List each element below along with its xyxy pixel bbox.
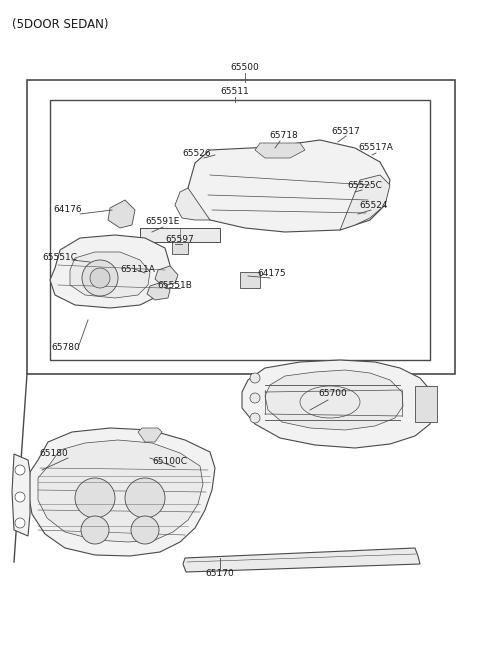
Polygon shape bbox=[147, 282, 170, 300]
Polygon shape bbox=[108, 200, 135, 228]
Polygon shape bbox=[175, 188, 210, 220]
Text: 65780: 65780 bbox=[52, 344, 80, 352]
Text: 65111A: 65111A bbox=[120, 266, 156, 274]
Circle shape bbox=[15, 492, 25, 502]
Polygon shape bbox=[38, 440, 203, 542]
Bar bbox=[27, 80, 455, 374]
Bar bbox=[172, 242, 188, 254]
Circle shape bbox=[90, 268, 110, 288]
Text: 65517: 65517 bbox=[332, 127, 360, 136]
Text: 65700: 65700 bbox=[319, 390, 348, 398]
Circle shape bbox=[81, 516, 109, 544]
Text: 65551B: 65551B bbox=[157, 281, 192, 291]
Text: 65500: 65500 bbox=[230, 64, 259, 73]
Text: 65718: 65718 bbox=[270, 131, 299, 140]
Polygon shape bbox=[265, 370, 403, 430]
Circle shape bbox=[250, 373, 260, 383]
Text: 65170: 65170 bbox=[205, 569, 234, 579]
Polygon shape bbox=[138, 428, 162, 442]
Text: 65525C: 65525C bbox=[348, 180, 383, 190]
Text: 65591E: 65591E bbox=[146, 218, 180, 226]
Bar bbox=[415, 386, 437, 422]
Polygon shape bbox=[255, 143, 305, 158]
Polygon shape bbox=[242, 360, 435, 448]
Circle shape bbox=[82, 260, 118, 296]
Bar bbox=[140, 228, 220, 242]
Text: 65180: 65180 bbox=[40, 449, 68, 459]
Text: 64176: 64176 bbox=[54, 205, 82, 215]
Circle shape bbox=[15, 518, 25, 528]
Text: 65100C: 65100C bbox=[153, 457, 188, 466]
Text: 65511: 65511 bbox=[221, 87, 250, 96]
Polygon shape bbox=[340, 175, 390, 230]
Polygon shape bbox=[12, 454, 30, 536]
Circle shape bbox=[250, 413, 260, 423]
Circle shape bbox=[250, 393, 260, 403]
Circle shape bbox=[125, 478, 165, 518]
Text: 65524: 65524 bbox=[360, 201, 388, 209]
Text: 65597: 65597 bbox=[166, 236, 194, 245]
Circle shape bbox=[15, 465, 25, 475]
Text: 65551C: 65551C bbox=[43, 253, 77, 262]
Bar bbox=[240, 272, 260, 288]
Text: 65517A: 65517A bbox=[359, 144, 394, 152]
Bar bbox=[50, 100, 430, 360]
Polygon shape bbox=[50, 235, 170, 308]
Circle shape bbox=[131, 516, 159, 544]
Polygon shape bbox=[188, 140, 390, 232]
Text: 65526: 65526 bbox=[183, 148, 211, 157]
Polygon shape bbox=[70, 252, 150, 298]
Polygon shape bbox=[183, 548, 420, 572]
Text: 64175: 64175 bbox=[258, 270, 286, 279]
Polygon shape bbox=[28, 428, 215, 556]
Circle shape bbox=[75, 478, 115, 518]
Text: (5DOOR SEDAN): (5DOOR SEDAN) bbox=[12, 18, 108, 31]
Polygon shape bbox=[155, 266, 178, 286]
